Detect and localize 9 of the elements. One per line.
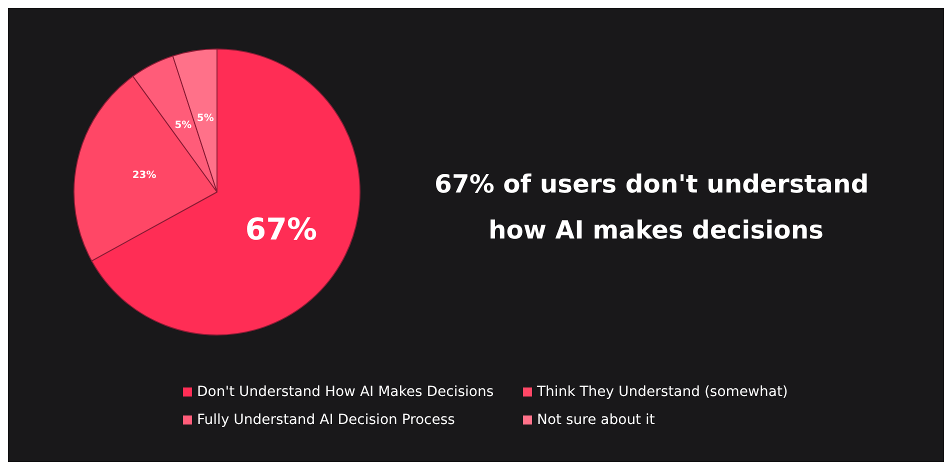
text: 67% of users don't understand how AI makes decisions bbox=[434, 170, 878, 244]
legend-label: Think They Understand (somewhat) bbox=[536, 384, 788, 400]
legend-label: Fully Understand AI Decision Process bbox=[197, 412, 455, 428]
data-label: 23% bbox=[132, 170, 156, 182]
data-label: 67% bbox=[245, 212, 318, 248]
legend-label: Not sure about it bbox=[537, 412, 656, 428]
data-label: 5% bbox=[196, 112, 214, 124]
data-label: 5% bbox=[174, 120, 192, 132]
legend-label: Don't Understand How AI Makes Decisions bbox=[197, 384, 494, 400]
